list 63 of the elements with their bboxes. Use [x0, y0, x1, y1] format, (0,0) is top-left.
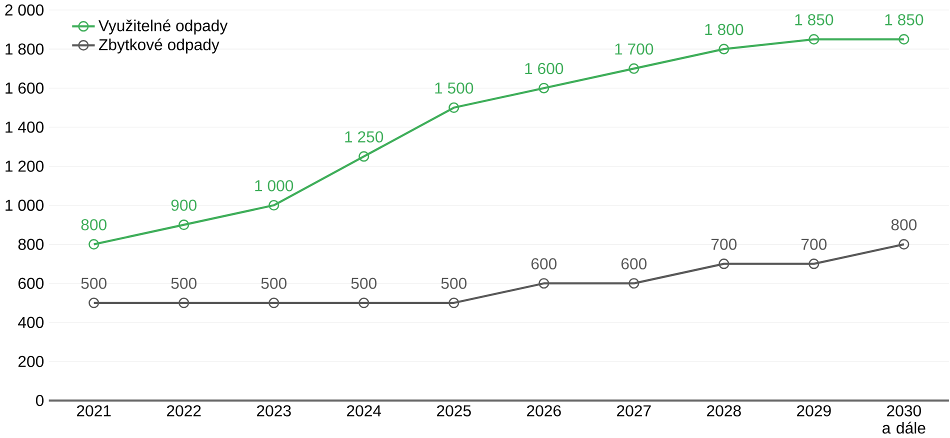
x-tick-label: 2027	[617, 405, 651, 416]
data-label: 600	[621, 258, 647, 270]
y-tick-label: 0	[36, 394, 44, 406]
point	[448, 102, 460, 113]
data-label: 1 250	[345, 131, 384, 142]
point	[628, 278, 640, 289]
x-tick-label: 2029	[797, 405, 831, 416]
y-tick-label: 1 400	[6, 122, 44, 133]
x-tick-label: 2026	[527, 405, 561, 416]
point	[628, 63, 640, 74]
y-tick-label: 1 600	[6, 82, 44, 94]
data-label: 900	[171, 200, 196, 211]
point	[268, 298, 280, 308]
y-tick-label: 800	[18, 238, 44, 250]
y-tick-label: 2 000	[5, 4, 44, 16]
point	[898, 34, 910, 45]
point	[358, 151, 370, 162]
data-label: 800	[81, 219, 106, 230]
data-label: 1 700	[615, 43, 654, 55]
point	[898, 239, 910, 250]
point	[718, 258, 730, 270]
point	[538, 82, 550, 94]
data-label: 500	[351, 278, 377, 289]
y-tick-label: 400	[18, 316, 44, 328]
data-label: 700	[711, 238, 737, 250]
x-tick-label: 2021	[76, 405, 111, 416]
data-label: 1 850	[795, 14, 834, 26]
point	[178, 219, 190, 230]
y-tick-label: 1 200	[6, 160, 44, 172]
point	[268, 200, 280, 211]
y-tick-label: 1 000	[6, 200, 44, 211]
data-label: 1 000	[255, 180, 294, 192]
y-tick-label: 600	[18, 278, 44, 289]
point	[808, 34, 820, 45]
data-label: 500	[261, 278, 287, 289]
point	[88, 298, 100, 308]
data-label: 500	[441, 278, 467, 289]
data-label: 500	[81, 278, 106, 289]
legend-label: Využitelné odpady	[98, 19, 228, 34]
point	[538, 278, 550, 289]
point	[88, 239, 100, 250]
y-tick-label: 1 800	[6, 43, 44, 55]
point	[358, 298, 370, 308]
data-label: 1 500	[435, 82, 474, 94]
x-tick-label: 2023	[256, 405, 291, 416]
data-label: 600	[531, 258, 557, 270]
data-label: 700	[801, 238, 827, 250]
data-label: 1 850	[885, 14, 924, 26]
y-tick-label: 200	[18, 356, 44, 368]
data-label: 800	[891, 219, 917, 230]
data-label: 1 800	[705, 24, 744, 36]
point	[448, 298, 460, 308]
x-tick-label: 2028	[707, 405, 741, 416]
legend-label: Zbytkové odpady	[98, 38, 220, 54]
x-tick-label: 2030 a dále	[882, 405, 926, 434]
x-tick-label: 2025	[437, 405, 471, 416]
point	[808, 258, 820, 270]
point	[178, 298, 190, 308]
x-tick-label: 2022	[166, 405, 201, 416]
data-label: 1 600	[525, 62, 564, 74]
data-label: 500	[171, 278, 196, 289]
point	[718, 44, 730, 54]
x-tick-label: 2024	[347, 405, 382, 416]
